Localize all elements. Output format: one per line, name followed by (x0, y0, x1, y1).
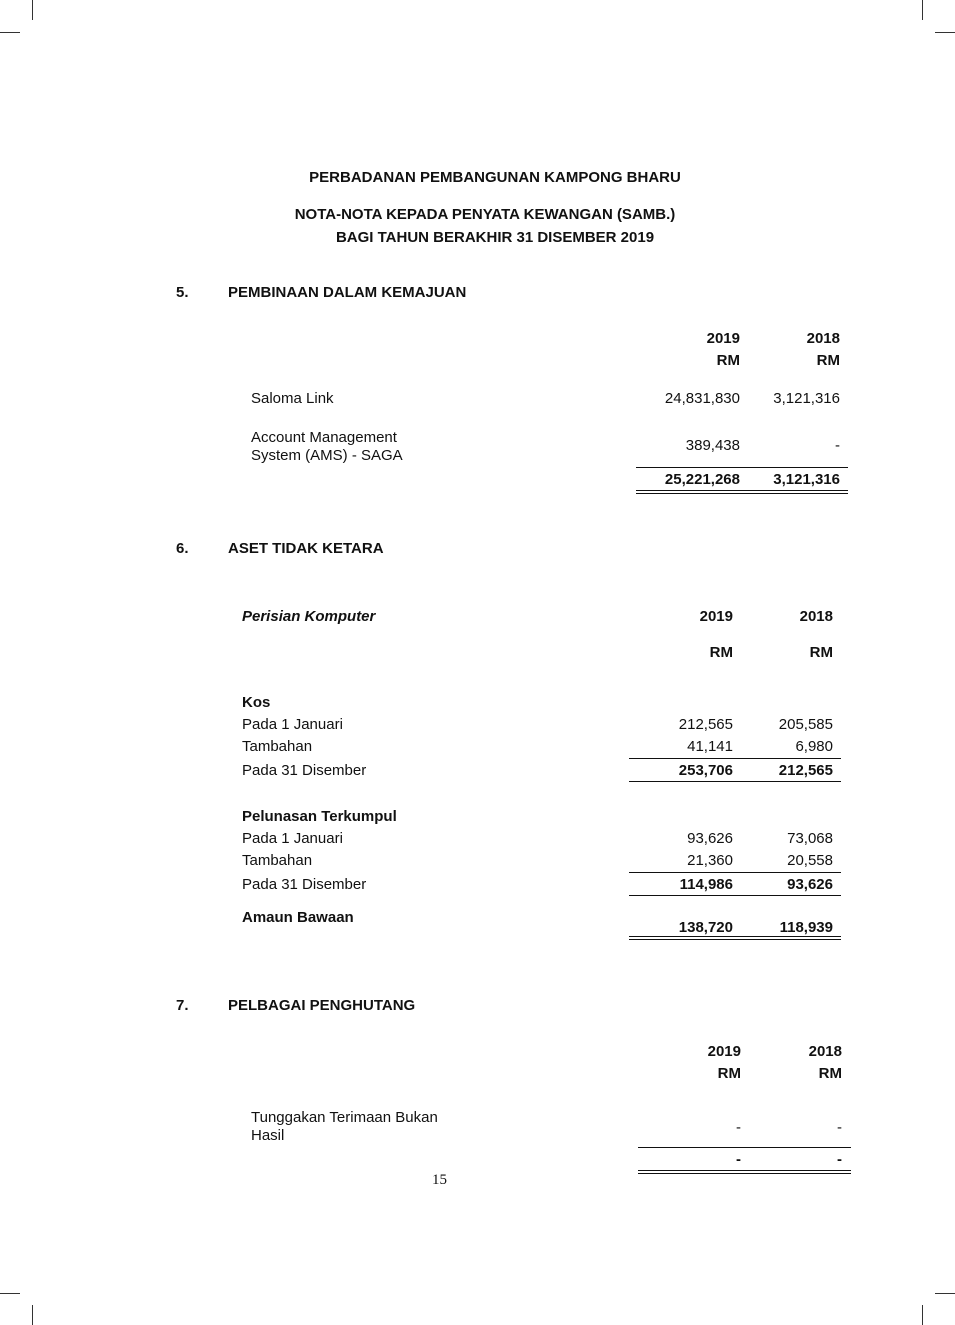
col-unit: RM (816, 352, 840, 369)
col-unit: RM (716, 352, 740, 369)
cell-2018: 93,626 (787, 876, 833, 893)
cell-2018: 6,980 (795, 738, 833, 755)
rule (629, 895, 841, 896)
row-label: Saloma Link (251, 390, 334, 407)
row-label: Tunggakan Terimaan Bukan (251, 1109, 438, 1126)
col-unit: RM (709, 644, 733, 661)
page-number: 15 (432, 1172, 447, 1188)
col-unit: RM (818, 1065, 842, 1082)
doc-subtitle: BAGI TAHUN BERAKHIR 31 DISEMBER 2019 (335, 229, 655, 246)
cell-2019: 114,986 (679, 876, 733, 893)
col-year: 2019 (707, 1043, 741, 1060)
crop-mark (922, 1305, 923, 1325)
rule (636, 467, 848, 468)
cell-2019: 21,360 (687, 852, 733, 869)
col-year: 2019 (706, 330, 740, 347)
double-rule (638, 1170, 851, 1174)
rule (629, 872, 841, 873)
col-year: 2019 (699, 608, 733, 625)
crop-mark (0, 1293, 20, 1294)
row-label: Tambahan (242, 852, 313, 869)
crop-mark (0, 32, 20, 33)
cell-2018: 73,068 (787, 830, 833, 847)
note-number: 7. (176, 997, 189, 1014)
org-name: PERBADANAN PEMBANGUNAN KAMPONG BHARU (309, 169, 681, 186)
subheading: Perisian Komputer (242, 608, 376, 625)
rule (629, 781, 841, 782)
cell-2019: 389,438 (685, 437, 740, 454)
rule (629, 758, 841, 759)
row-label: Pada 31 Disember (242, 762, 367, 779)
total-2018: 3,121,316 (773, 471, 840, 488)
col-year: 2018 (799, 608, 833, 625)
row-label: Pada 1 Januari (242, 830, 343, 847)
cell-2018: 212,565 (778, 762, 833, 779)
cell-2019: 212,565 (678, 716, 733, 733)
row-label: System (AMS) - SAGA (251, 447, 403, 464)
crop-mark (935, 1293, 955, 1294)
group-heading: Pelunasan Terkumpul (242, 808, 397, 825)
cell-2019: 41,141 (687, 738, 733, 755)
row-label: Pada 31 Disember (242, 876, 367, 893)
group-heading: Kos (242, 694, 271, 711)
row-label: Account Management (251, 429, 397, 446)
double-rule (636, 490, 848, 494)
note-heading: PELBAGAI PENGHUTANG (228, 997, 416, 1014)
col-unit: RM (717, 1065, 741, 1082)
cell-2019: 253,706 (678, 762, 733, 779)
note-number: 6. (176, 540, 189, 557)
crop-mark (935, 32, 955, 33)
rule (638, 1147, 851, 1148)
row-label: Amaun Bawaan (242, 909, 354, 926)
col-unit: RM (809, 644, 833, 661)
crop-mark (32, 0, 33, 20)
total-2019: - (736, 1151, 741, 1168)
cell-2019: 93,626 (687, 830, 733, 847)
row-label: Hasil (251, 1127, 285, 1144)
doc-title: NOTA-NOTA KEPADA PENYATA KEWANGAN (SAMB.… (294, 206, 676, 223)
cell-2018: 20,558 (787, 852, 833, 869)
note-heading: ASET TIDAK KETARA (228, 540, 384, 557)
cell-2018: - (835, 437, 840, 454)
cell-2018: 3,121,316 (773, 390, 840, 407)
cell-2019: 138,720 (678, 919, 733, 936)
cell-2018: 205,585 (778, 716, 833, 733)
col-year: 2018 (806, 330, 840, 347)
note-number: 5. (176, 284, 189, 301)
cell-2019: - (736, 1119, 741, 1136)
col-year: 2018 (808, 1043, 842, 1060)
crop-mark (922, 0, 923, 20)
note-heading: PEMBINAAN DALAM KEMAJUAN (228, 284, 467, 301)
double-rule (629, 936, 841, 940)
total-2018: - (837, 1151, 842, 1168)
row-label: Pada 1 Januari (242, 716, 343, 733)
cell-2018: - (837, 1119, 842, 1136)
total-2019: 25,221,268 (664, 471, 740, 488)
row-label: Tambahan (242, 738, 313, 755)
cell-2018: 118,939 (779, 919, 833, 936)
crop-mark (32, 1305, 33, 1325)
cell-2019: 24,831,830 (664, 390, 740, 407)
